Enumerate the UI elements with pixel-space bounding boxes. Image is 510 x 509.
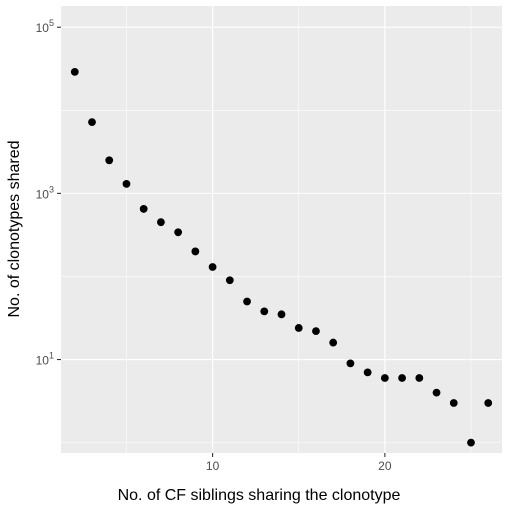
data-point — [243, 297, 251, 306]
data-points — [70, 67, 493, 447]
x-tick-label: 20 — [378, 459, 392, 473]
x-axis-title: No. of CF siblings sharing the clonotype — [118, 487, 401, 504]
data-point — [398, 374, 406, 382]
data-point — [208, 263, 217, 271]
data-point — [105, 156, 114, 165]
data-point — [312, 327, 320, 335]
y-axis-tick-labels: 101 103 105 — [36, 18, 54, 367]
data-point — [346, 359, 355, 368]
y-tick-label: 105 — [36, 18, 54, 35]
data-point — [380, 374, 389, 382]
data-point — [139, 205, 148, 213]
data-point — [449, 399, 458, 407]
data-point — [484, 399, 493, 407]
data-point — [70, 67, 79, 76]
y-axis-title: No. of clonotypes shared — [6, 141, 23, 318]
y-tick-label: 101 — [36, 351, 54, 368]
x-axis-tick-labels: 10 20 — [206, 459, 392, 473]
data-point — [191, 247, 200, 256]
data-point — [467, 438, 475, 447]
data-point — [174, 228, 183, 237]
axis-ticks — [57, 26, 386, 457]
x-tick-label: 10 — [206, 459, 220, 473]
data-point — [277, 310, 286, 319]
data-point — [88, 118, 96, 127]
data-point — [415, 374, 424, 382]
data-point — [157, 218, 165, 227]
y-tick-label: 103 — [36, 184, 54, 201]
minor-gridlines — [61, 6, 502, 453]
plot-panel — [61, 6, 502, 453]
data-point — [122, 180, 131, 188]
data-point — [260, 307, 269, 316]
data-point — [329, 338, 338, 347]
data-point — [432, 388, 441, 397]
data-point — [363, 368, 372, 377]
data-point — [225, 276, 234, 285]
data-point — [294, 324, 303, 332]
